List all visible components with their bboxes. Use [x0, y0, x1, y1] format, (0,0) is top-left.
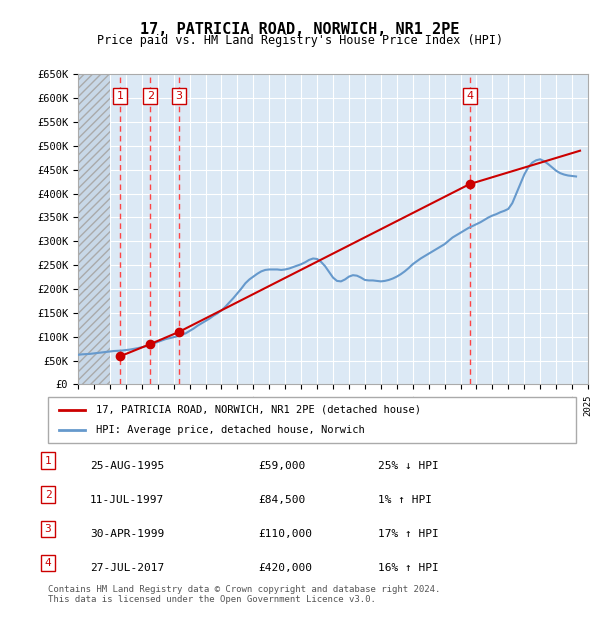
Text: 4: 4: [44, 558, 52, 568]
Text: £420,000: £420,000: [258, 563, 312, 573]
Text: Contains HM Land Registry data © Crown copyright and database right 2024.
This d: Contains HM Land Registry data © Crown c…: [48, 585, 440, 604]
Text: 3: 3: [175, 91, 182, 101]
Text: 25-AUG-1995: 25-AUG-1995: [90, 461, 164, 471]
Text: 1: 1: [116, 91, 124, 101]
Text: £59,000: £59,000: [258, 461, 305, 471]
Text: HPI: Average price, detached house, Norwich: HPI: Average price, detached house, Norw…: [95, 425, 364, 435]
Text: 25% ↓ HPI: 25% ↓ HPI: [378, 461, 439, 471]
Text: 27-JUL-2017: 27-JUL-2017: [90, 563, 164, 573]
FancyBboxPatch shape: [48, 397, 576, 443]
Text: 30-APR-1999: 30-APR-1999: [90, 529, 164, 539]
Text: 16% ↑ HPI: 16% ↑ HPI: [378, 563, 439, 573]
Text: Price paid vs. HM Land Registry's House Price Index (HPI): Price paid vs. HM Land Registry's House …: [97, 34, 503, 47]
Text: £84,500: £84,500: [258, 495, 305, 505]
Text: 11-JUL-1997: 11-JUL-1997: [90, 495, 164, 505]
Text: 1% ↑ HPI: 1% ↑ HPI: [378, 495, 432, 505]
Text: 17, PATRICIA ROAD, NORWICH, NR1 2PE (detached house): 17, PATRICIA ROAD, NORWICH, NR1 2PE (det…: [95, 405, 421, 415]
Text: 17% ↑ HPI: 17% ↑ HPI: [378, 529, 439, 539]
Bar: [78, 74, 110, 384]
Text: £110,000: £110,000: [258, 529, 312, 539]
Text: 2: 2: [44, 490, 52, 500]
Text: 3: 3: [44, 524, 52, 534]
Text: 2: 2: [146, 91, 154, 101]
Text: 17, PATRICIA ROAD, NORWICH, NR1 2PE: 17, PATRICIA ROAD, NORWICH, NR1 2PE: [140, 22, 460, 37]
Text: 4: 4: [466, 91, 473, 101]
Text: 1: 1: [44, 456, 52, 466]
